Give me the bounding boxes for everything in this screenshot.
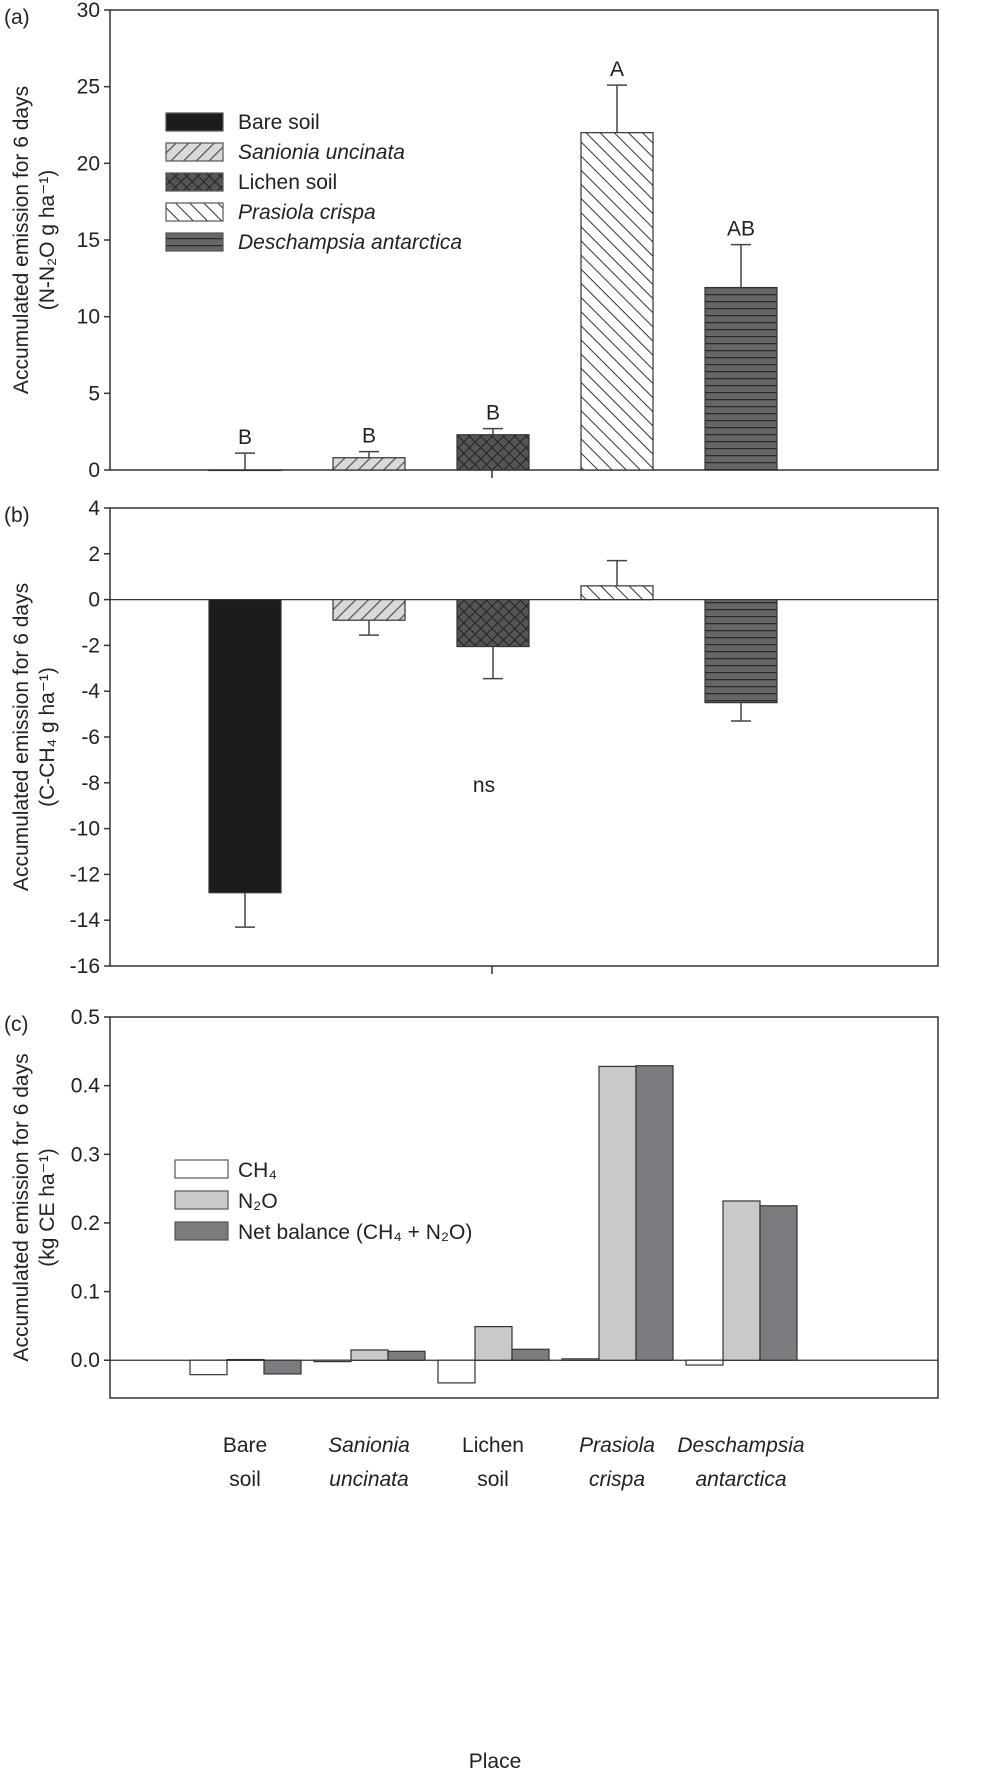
bar-2-2: [511, 1348, 550, 1361]
y-tick-label: 0.4: [71, 1075, 101, 1098]
legend-label: Sanionia uncinata: [238, 141, 405, 164]
bar-3: [580, 132, 654, 471]
significance-letter: B: [238, 426, 252, 449]
legend-swatch-4: [165, 232, 224, 252]
significance-letter: B: [362, 425, 376, 448]
y-tick-label: 0.2: [71, 1212, 100, 1235]
x-tick-label-line2: uncinata: [329, 1468, 408, 1491]
bar-2: [456, 598, 530, 648]
bar-2-0: [263, 1359, 302, 1375]
ns-annotation: ns: [473, 774, 495, 797]
y-tick-label: 0: [88, 589, 100, 612]
x-tick-label-line2: crispa: [589, 1468, 645, 1491]
y-tick-label: 0.1: [71, 1281, 100, 1304]
bar-2: [456, 434, 530, 471]
x-tick-label-line2: soil: [477, 1468, 509, 1491]
y-tick-label: 25: [77, 76, 100, 99]
bar-0: [208, 598, 282, 894]
y-tick-label: -6: [81, 726, 100, 749]
bar-1-3: [598, 1065, 637, 1361]
legend-label: Net balance (CH₄ + N₂O): [238, 1221, 472, 1244]
y-axis-label-line2: (C-CH₄ g ha⁻¹): [36, 667, 59, 807]
legend-swatch-0: [165, 112, 224, 132]
y-axis-label-line2: (N-N₂O g ha⁻¹): [36, 170, 59, 311]
legend-swatch-0: [174, 1159, 229, 1179]
y-axis-label-line1: Accumulated emission for 6 days: [10, 86, 33, 394]
y-tick-label: -14: [70, 909, 101, 932]
y-axis-label: Accumulated emission for 6 days (kg CE ha…: [10, 1053, 59, 1361]
bar-4: [704, 286, 778, 471]
y-tick-label: 5: [88, 382, 100, 405]
y-tick-label: -4: [81, 680, 100, 703]
y-tick-label: -16: [70, 955, 100, 978]
x-tick-label-line1: Bare: [223, 1434, 267, 1457]
legend-swatch-1: [165, 142, 224, 162]
panel-label: (b): [4, 504, 30, 527]
bar-2-4: [759, 1205, 798, 1361]
legend-label: Lichen soil: [238, 171, 337, 194]
legend-label: Bare soil: [238, 111, 320, 134]
legend-swatch-3: [165, 202, 224, 222]
bar-0-0: [189, 1359, 228, 1376]
legend-label: N₂O: [238, 1190, 278, 1213]
bar-1-2: [474, 1326, 513, 1361]
significance-letter: B: [486, 402, 500, 425]
x-tick-label-line2: soil: [229, 1468, 261, 1491]
y-tick-label: 2: [88, 543, 100, 566]
y-tick-label: -2: [81, 634, 100, 657]
y-axis-label-line2: (kg CE ha⁻¹): [36, 1148, 59, 1266]
bar-3: [580, 585, 654, 601]
bar-0-3: [561, 1358, 600, 1361]
legend-label: CH₄: [238, 1159, 277, 1182]
y-tick-label: 0.5: [71, 1006, 100, 1029]
x-tick-label-line1: Prasiola: [579, 1434, 655, 1457]
legend-label: Prasiola crispa: [238, 201, 376, 224]
significance-letter: AB: [727, 218, 755, 241]
bar-2-1: [387, 1350, 426, 1361]
bar-1: [332, 598, 406, 621]
y-tick-label: -12: [70, 863, 100, 886]
y-tick-label: -8: [81, 772, 100, 795]
y-tick-label: 0.0: [71, 1349, 100, 1372]
panel-label: (a): [4, 6, 30, 29]
legend-swatch-2: [165, 172, 224, 192]
x-tick-label-line1: Deschampsia: [677, 1434, 804, 1457]
y-axis-label: Accumulated emission for 6 days (C-CH₄ g …: [10, 583, 59, 891]
plot-frame: [109, 9, 939, 471]
y-tick-label: -10: [70, 818, 100, 841]
y-axis-label: Accumulated emission for 6 days (N-N₂O g …: [10, 86, 59, 394]
bar-2-3: [635, 1065, 674, 1361]
bar-4: [704, 598, 778, 704]
legend-swatch-1: [174, 1190, 229, 1210]
y-axis-label-line1: Accumulated emission for 6 days: [10, 1053, 33, 1361]
bar-0-2: [437, 1359, 476, 1384]
bar-0: [208, 469, 282, 472]
x-tick-label-line2: antarctica: [695, 1468, 786, 1491]
panel-label: (c): [4, 1013, 29, 1036]
bar-1-0: [226, 1358, 265, 1361]
y-tick-label: 0: [88, 459, 100, 482]
plot-frame: [109, 1016, 939, 1399]
legend-swatch-2: [174, 1221, 229, 1241]
significance-letter: A: [610, 58, 624, 81]
legend-label: Deschampsia antarctica: [238, 231, 462, 254]
y-tick-label: 20: [77, 152, 100, 175]
bar-1-4: [722, 1200, 761, 1361]
y-axis-label-line1: Accumulated emission for 6 days: [10, 583, 33, 891]
y-tick-label: 10: [77, 306, 100, 329]
y-tick-label: 4: [88, 497, 100, 520]
y-tick-label: 30: [77, 0, 100, 22]
y-tick-label: 15: [77, 229, 100, 252]
x-tick-label-line1: Lichen: [462, 1434, 524, 1457]
bar-0-1: [313, 1359, 352, 1363]
bar-0-4: [685, 1359, 724, 1366]
bar-1: [332, 457, 406, 471]
x-tick-label-line1: Sanionia: [328, 1434, 410, 1457]
y-tick-label: 0.3: [71, 1143, 100, 1166]
bar-1-1: [350, 1349, 389, 1361]
x-axis-label: Place: [469, 1750, 522, 1773]
